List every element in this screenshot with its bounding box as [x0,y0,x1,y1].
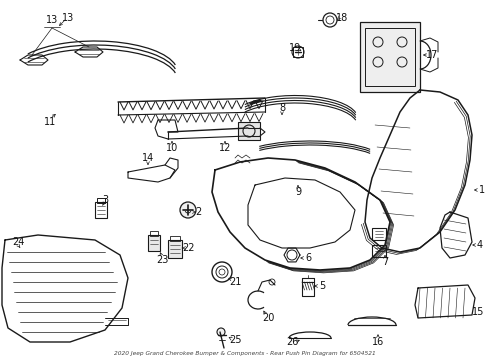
Circle shape [180,202,196,218]
Text: 5: 5 [319,281,325,291]
Bar [150,231,158,236]
Text: 13: 13 [46,15,58,25]
Text: 19: 19 [289,43,301,53]
Bar [168,240,182,258]
Text: 16: 16 [372,337,384,347]
Bar [372,245,386,257]
Text: 4: 4 [477,240,483,250]
Text: 8: 8 [279,103,285,113]
Bar [148,235,160,251]
Text: 12: 12 [219,143,231,153]
Text: 6: 6 [305,253,311,263]
Text: 14: 14 [142,153,154,163]
Bar [365,28,415,86]
Text: 10: 10 [166,143,178,153]
Text: 11: 11 [44,117,56,127]
Text: 2: 2 [195,207,201,217]
Bar [238,122,260,140]
Bar [170,236,180,241]
Bar [293,47,303,57]
Text: 20: 20 [262,313,274,323]
Bar [97,198,105,203]
Text: 9: 9 [295,187,301,197]
Text: 1: 1 [479,185,485,195]
Text: 25: 25 [229,335,241,345]
Text: 15: 15 [472,307,484,317]
Text: 7: 7 [382,257,388,267]
Circle shape [212,262,232,282]
Text: 22: 22 [182,243,194,253]
Bar [360,22,420,92]
Text: 18: 18 [336,13,348,23]
Text: 17: 17 [426,50,438,60]
Bar [372,228,386,240]
Text: 23: 23 [156,255,168,265]
Text: 3: 3 [102,195,108,205]
Text: 21: 21 [229,277,241,287]
Circle shape [217,328,225,336]
Text: 13: 13 [62,13,74,23]
Text: 24: 24 [12,237,24,247]
Text: 2020 Jeep Grand Cherokee Bumper & Components - Rear Push Pin Diagram for 6504521: 2020 Jeep Grand Cherokee Bumper & Compon… [114,351,376,356]
Text: 26: 26 [286,337,298,347]
Bar [95,202,107,218]
